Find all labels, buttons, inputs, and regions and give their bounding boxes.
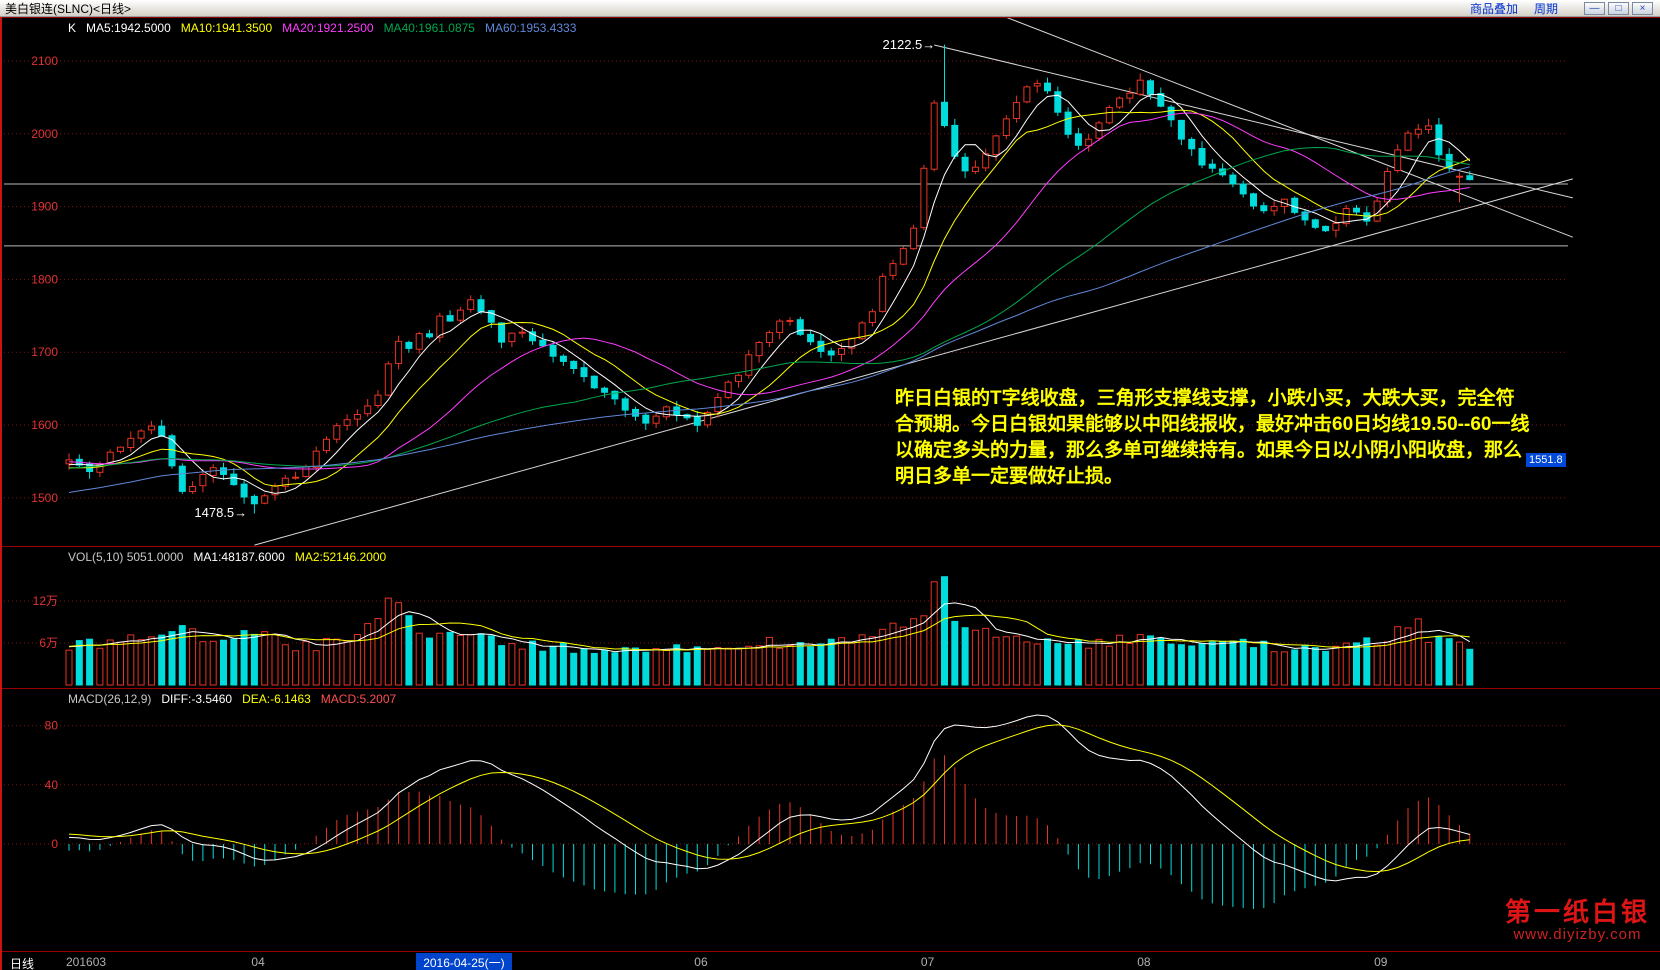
commentary-line: 以确定多头的力量，那么多单可继续持有。如果今日以小阴小阳收盘，那么 [895,440,1523,461]
dea-line [68,724,1470,873]
commentary-line: 明日多单一定要做好止损。 [895,466,1124,487]
macd-gridlines: 80 40 0 [4,719,1568,851]
price-indicator-header: K MA5:1942.5000 MA10:1941.3500 MA20:1921.25… [68,21,586,35]
support-level-lines [4,183,1568,247]
volume-indicator-header: VOL(5,10) 5051.0000 MA1:48187.6000 MA2:521… [68,550,396,564]
ma40-line [68,146,1470,469]
site-watermark: 第一纸白银 www.diyizby.com [1505,898,1650,943]
commentary-line: 合预期。今日白银如果能够以中阳线报收，最好冲击60日均线19.50--60一线 [895,414,1530,435]
svg-text:80: 80 [45,719,59,733]
period-label[interactable]: 日线 [10,957,35,970]
svg-text:1700: 1700 [31,345,58,359]
indicator-value: DIFF:-3.5460 [161,692,233,706]
svg-text:2100: 2100 [31,54,58,68]
crosshair-date-label: 2016-04-25(一) [416,953,512,970]
indicator-value: MACD(26,12,9) [68,692,152,706]
x-axis-label: 08 [1137,955,1151,969]
indicator-value: DEA:-6.1463 [242,692,311,706]
volume-chart-canvas[interactable]: 12万 6万 [2,547,1660,688]
svg-text:12万: 12万 [33,594,58,608]
window-controls: — □ × [1584,1,1653,15]
macd-indicator-header: MACD(26,12,9) DIFF:-3.5460 DEA:-6.1463 MACD… [68,692,406,706]
x-axis-label: 09 [1374,955,1388,969]
x-axis-label: 06 [694,955,708,969]
indicator-value: MA5:1942.5000 [86,21,171,35]
indicator-value: MA1:48187.6000 [193,550,285,564]
watermark-url: www.diyizby.com [1513,926,1642,943]
x-axis-label: 201603 [66,955,107,969]
volume-pane: 12万 6万 VOL(5,10) 5051.0000 MA1:48187.6000 M… [2,546,1660,688]
ma60-line [68,166,1470,493]
svg-text:6万: 6万 [39,636,58,650]
title-bar: 美白银连(SLNC)<日线> 商品叠加 周期 — □ × [0,0,1660,17]
commentary-line: 昨日白银的T字线收盘，三角形支撑线支撑，小跌小买，大跌大买，完全符 [895,388,1515,409]
svg-text:1600: 1600 [31,418,58,432]
ma10-line [68,109,1470,487]
x-axis-label: 04 [251,955,265,969]
svg-text:40: 40 [45,778,59,792]
indicator-value: MA40:1961.0875 [383,21,475,35]
vol_ma1-line [68,602,1471,653]
svg-text:1800: 1800 [31,272,58,286]
svg-text:1500: 1500 [31,491,58,505]
high-annotation: 2122.5→ [882,36,936,52]
indicator-value: MA10:1941.3500 [180,21,273,35]
x-axis-label: 07 [920,955,935,969]
indicator-value: K [68,21,77,35]
volume-gridlines: 12万 6万 [4,594,1568,650]
window-title: 美白银连(SLNC)<日线> [5,1,132,16]
title-bar-actions: 商品叠加 周期 — □ × [1470,0,1655,17]
price-axis-labels: 2100 2000 1900 1800 1700 1600 1500 [31,54,58,505]
price-pane: 2100 2000 1900 1800 1700 1600 1500 K MA5:1942.5… [2,17,1660,546]
chart-area: 2100 2000 1900 1800 1700 1600 1500 K MA5:1942.5… [0,17,1660,970]
menu-commodity-overlay[interactable]: 商品叠加 [1469,1,1518,16]
svg-text:2000: 2000 [31,127,58,141]
svg-text:0: 0 [51,837,58,851]
volume-bars [65,576,1474,686]
restore-button[interactable]: □ [1608,1,1629,15]
time-axis-bar: 日线 2016-04-25(一) 201603 04 06 07 08 09 [2,951,1660,970]
close-button[interactable]: × [1632,1,1653,15]
price-chart-canvas[interactable]: 2100 2000 1900 1800 1700 1600 1500 [2,18,1660,546]
trend-lines [254,18,1573,546]
indicator-value: MA20:1921.2500 [282,21,374,35]
indicator-value: MA2:52146.2000 [294,550,387,564]
ma20-line [68,112,1470,470]
menu-period[interactable]: 周期 [1533,1,1558,16]
svg-text:1900: 1900 [31,200,58,214]
analyst-commentary: 昨日白银的T字线收盘，三角形支撑线支撑，小跌小买，大跌大买，完全符 合预期。今日… [895,386,1567,490]
minimize-button[interactable]: — [1584,1,1605,15]
indicator-value: MACD:5.2007 [320,692,397,706]
indicator-value: VOL(5,10) 5051.0000 [68,550,184,564]
indicator-value: MA60:1953.4333 [484,21,577,35]
low-annotation: 1478.5→ [194,505,248,521]
crosshair-price-label: 1551.8 [1526,453,1566,468]
macd-chart-canvas[interactable]: 80 40 0 [2,689,1660,951]
macd-histogram [68,755,1471,909]
diff-line [68,714,1470,882]
macd-pane: 80 40 0 MACD(26,12,9) DIFF:-3.5460 DEA:-6.14… [2,688,1660,951]
watermark-brand: 第一纸白银 [1504,897,1650,927]
vol_ma2-line [68,614,1470,652]
candles-layer [65,44,1474,514]
